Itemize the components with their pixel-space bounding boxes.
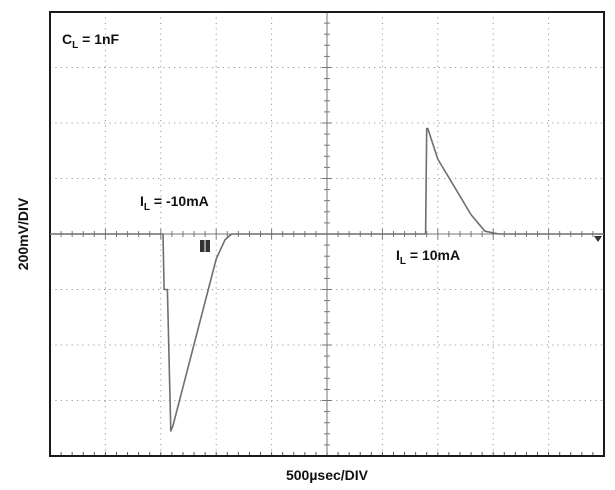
x-axis-label: 500µsec/DIV xyxy=(286,467,369,483)
annotation-cl: CL = 1nF xyxy=(62,31,120,51)
annotation-il-neg: IL = -10mA xyxy=(140,193,209,213)
cursor-marker xyxy=(200,240,210,252)
y-axis-label: 200mV/DIV xyxy=(15,197,31,270)
annotation-il-pos: IL = 10mA xyxy=(396,247,460,267)
series-line xyxy=(50,127,604,432)
trigger-marker xyxy=(594,236,602,242)
